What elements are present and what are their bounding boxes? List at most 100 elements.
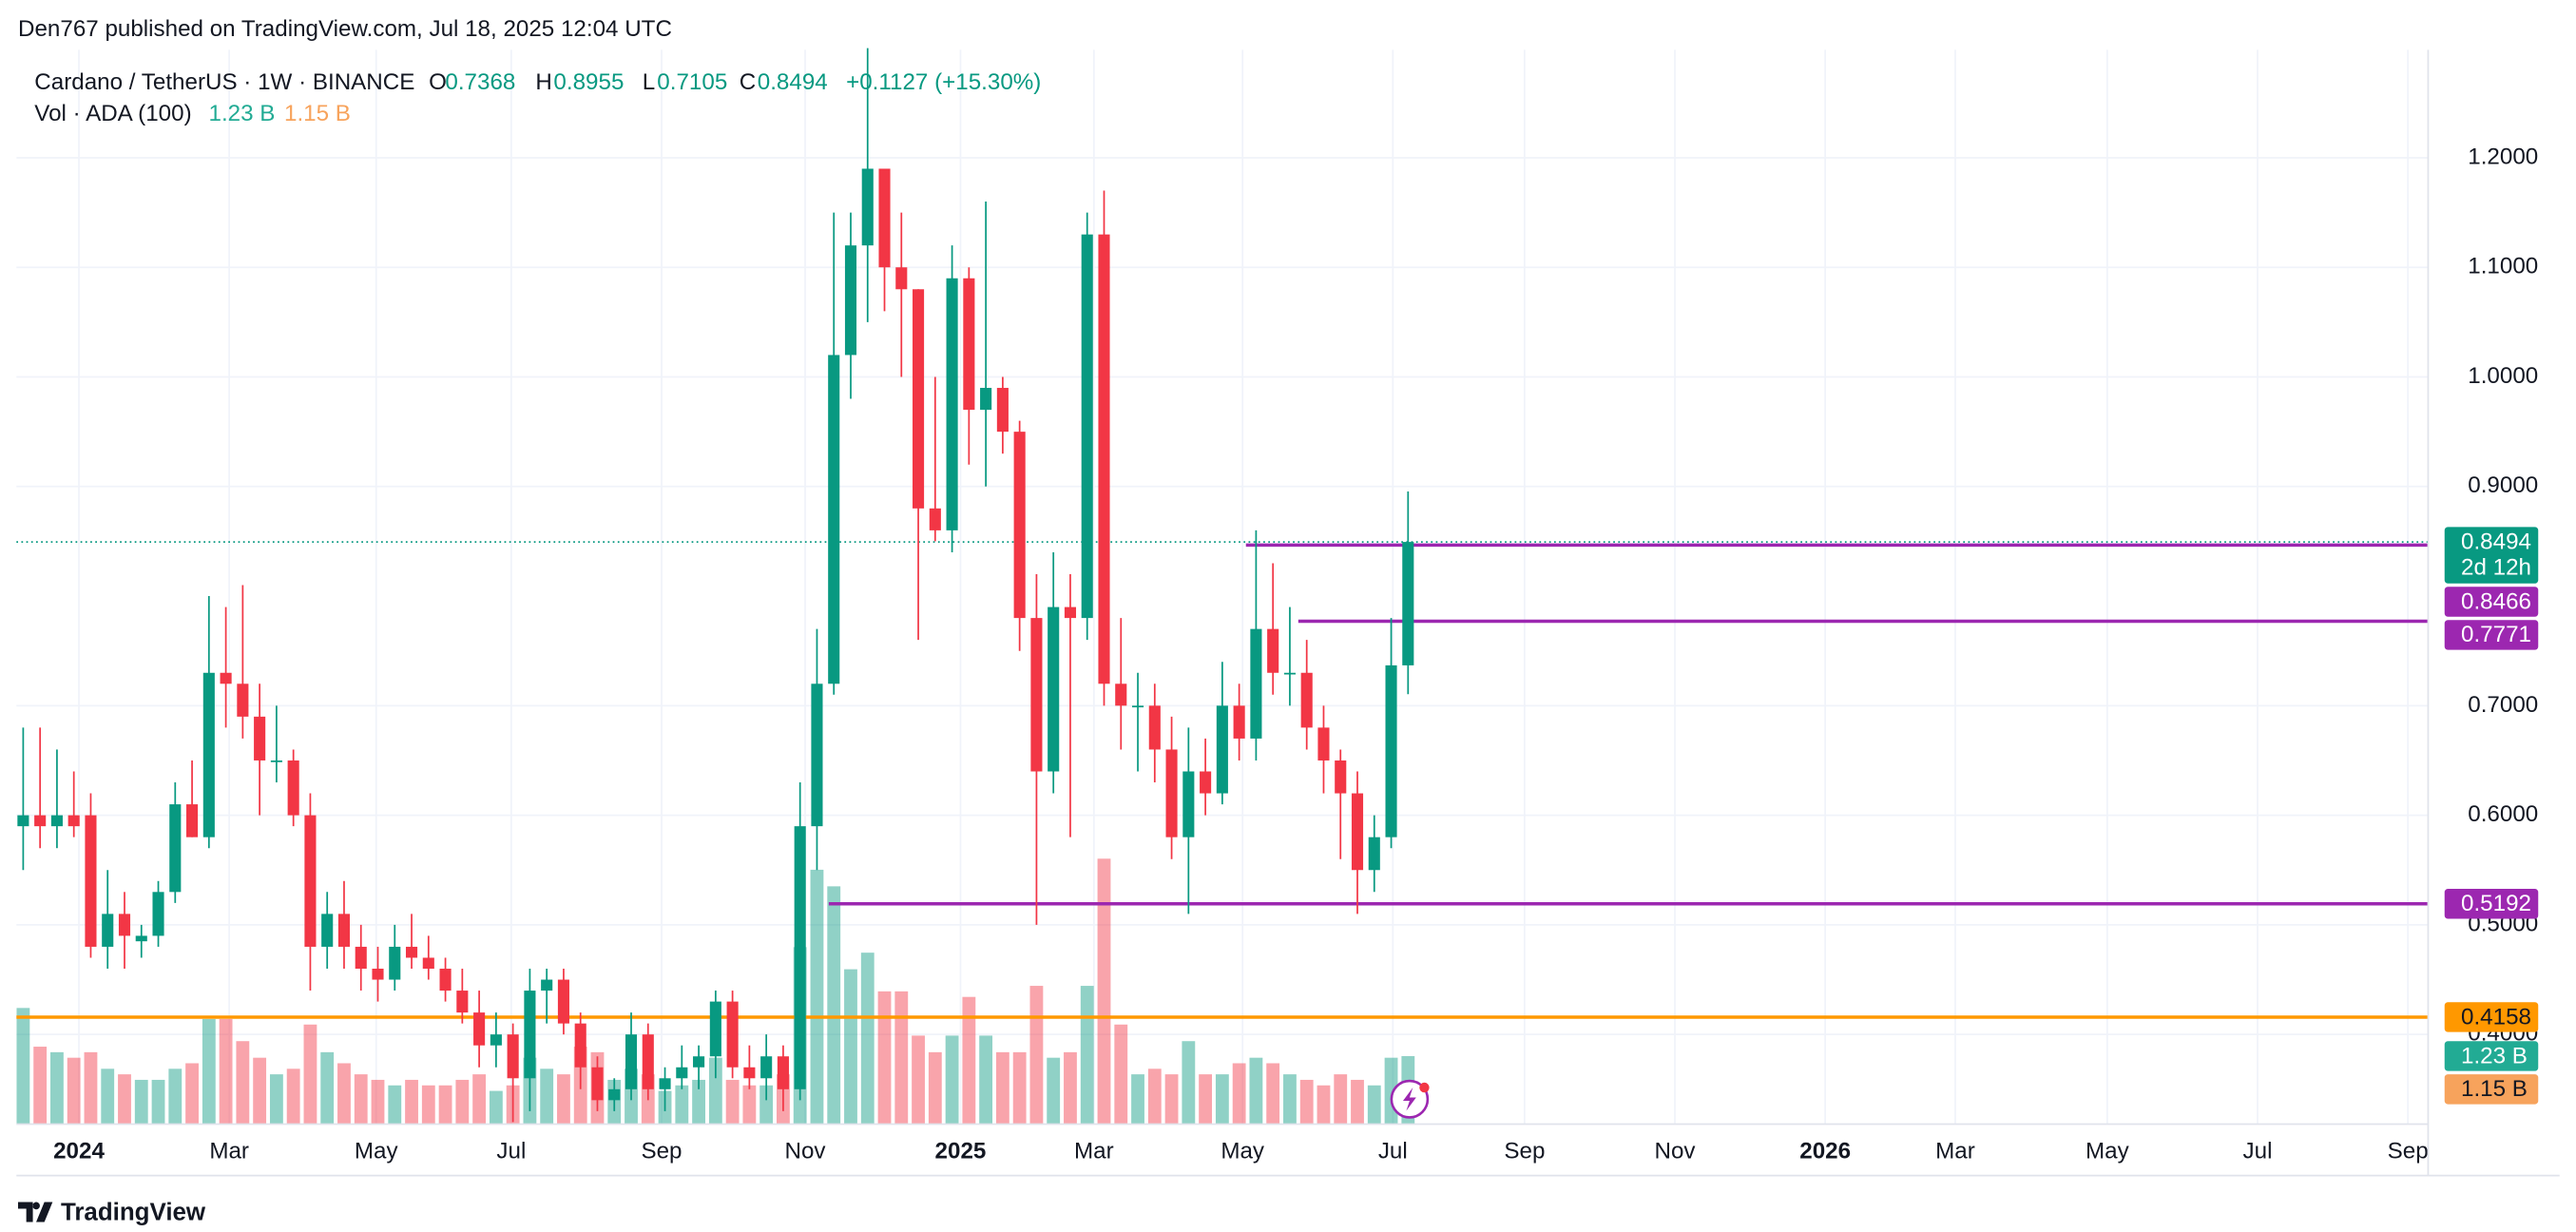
candle-body	[50, 815, 63, 827]
volume-bar	[725, 1079, 740, 1125]
level-label: 0.4158	[2461, 1004, 2531, 1030]
candle-body	[1300, 672, 1313, 728]
volume-bar	[912, 1035, 925, 1125]
volume-bar	[16, 1008, 30, 1125]
volume-bar	[1029, 986, 1044, 1125]
level-label-box	[2444, 889, 2539, 919]
logo-mark	[18, 1202, 53, 1222]
level-lines	[16, 541, 2429, 1019]
candle-body	[169, 804, 182, 893]
volume-bar	[759, 1085, 774, 1125]
tv-logo	[18, 1202, 53, 1222]
volume-ma-label-box	[2444, 1074, 2539, 1105]
candle-body	[996, 388, 1009, 433]
volume-bar	[118, 1074, 131, 1125]
candle-body	[608, 1088, 621, 1101]
y-tick-label: 0.9000	[2468, 472, 2538, 498]
published-note: Den767 published on TradingView.com, Jul…	[18, 16, 672, 42]
candle-body	[287, 760, 299, 816]
candle-body	[895, 267, 908, 290]
candle-body	[1013, 432, 1026, 619]
candle-body	[1182, 771, 1195, 837]
volume-bar	[219, 1018, 233, 1125]
ohlc-name: L	[643, 69, 655, 95]
volume-bar	[84, 1051, 98, 1125]
x-tick-label: May	[355, 1139, 399, 1165]
volume-bar	[708, 1057, 722, 1125]
candle-body	[541, 979, 553, 991]
volume-bar	[1182, 1041, 1196, 1125]
candle-body	[1148, 705, 1161, 750]
price-label-box	[2444, 527, 2539, 584]
candle-body	[1098, 234, 1110, 684]
candle-body	[828, 355, 840, 684]
axes: 1.20001.10001.00000.90000.70000.60000.50…	[53, 144, 2538, 1164]
candle-body	[355, 946, 367, 970]
volume-bar	[50, 1051, 64, 1125]
candle-body	[1250, 628, 1262, 739]
volume-bar	[354, 1074, 368, 1125]
volume-bar	[388, 1085, 402, 1125]
volume-bar	[405, 1079, 418, 1125]
y-tick-label: 0.7000	[2468, 692, 2538, 718]
volume-bar	[253, 1057, 267, 1125]
candle-body	[102, 914, 114, 947]
candle-body	[709, 1001, 721, 1057]
volume-bar	[421, 1085, 435, 1125]
candle-body	[794, 826, 806, 1089]
candle-body	[1317, 727, 1330, 760]
price-label: 0.8494	[2461, 529, 2531, 554]
volume-bar	[1199, 1074, 1213, 1125]
candle-body	[861, 168, 874, 246]
change: +0.1127 (+15.30%)	[846, 69, 1041, 95]
level-label-box	[2444, 587, 2539, 617]
volume-bar	[1164, 1074, 1179, 1125]
candle-body	[1048, 606, 1060, 772]
volume-bar	[101, 1068, 115, 1125]
candle-body	[507, 1034, 519, 1079]
candle-body	[220, 672, 232, 684]
volume-label-box	[2444, 1041, 2539, 1071]
volume-bar	[489, 1090, 503, 1125]
volume-bar	[236, 1041, 250, 1125]
ohlc-name: O	[429, 69, 447, 95]
ohlc-close: 0.8494	[758, 69, 828, 95]
candle-body	[1165, 749, 1178, 837]
candle-body	[1200, 771, 1212, 794]
x-tick-label: Jul	[2243, 1139, 2273, 1165]
volume-bar	[269, 1074, 283, 1125]
symbol: Cardano / TetherUS · 1W · BINANCE	[34, 69, 414, 95]
x-tick-label: 2024	[53, 1139, 105, 1165]
candle-body	[963, 278, 975, 411]
alert-icon	[1390, 1079, 1430, 1119]
candle-body	[439, 969, 452, 991]
candle-body	[980, 388, 992, 411]
candle-body	[844, 245, 857, 356]
x-tick-label: Sep	[2388, 1139, 2429, 1165]
candle-body	[676, 1067, 688, 1079]
candle-body	[67, 815, 80, 827]
candle-body	[557, 979, 569, 1024]
volume-bar	[1080, 986, 1094, 1125]
volume-bar	[928, 1051, 942, 1125]
volume-bar	[894, 991, 909, 1125]
candle-body	[254, 716, 266, 760]
candle-body	[270, 760, 282, 762]
candle-body	[34, 815, 47, 827]
x-tick-label: Jul	[496, 1139, 526, 1165]
candle-body	[591, 1067, 604, 1101]
volume-ma: 1.15 B	[284, 101, 351, 126]
candle-body	[372, 969, 384, 980]
volume-bar	[151, 1079, 165, 1125]
volume-bar	[1266, 1063, 1280, 1125]
candle-body	[625, 1034, 638, 1089]
volume-bar	[185, 1063, 199, 1125]
candle-body	[1064, 606, 1077, 619]
x-tick-label: 2025	[935, 1139, 987, 1165]
volume-bar	[286, 1068, 300, 1125]
candle-body	[946, 278, 958, 530]
volume-bar	[962, 996, 976, 1125]
